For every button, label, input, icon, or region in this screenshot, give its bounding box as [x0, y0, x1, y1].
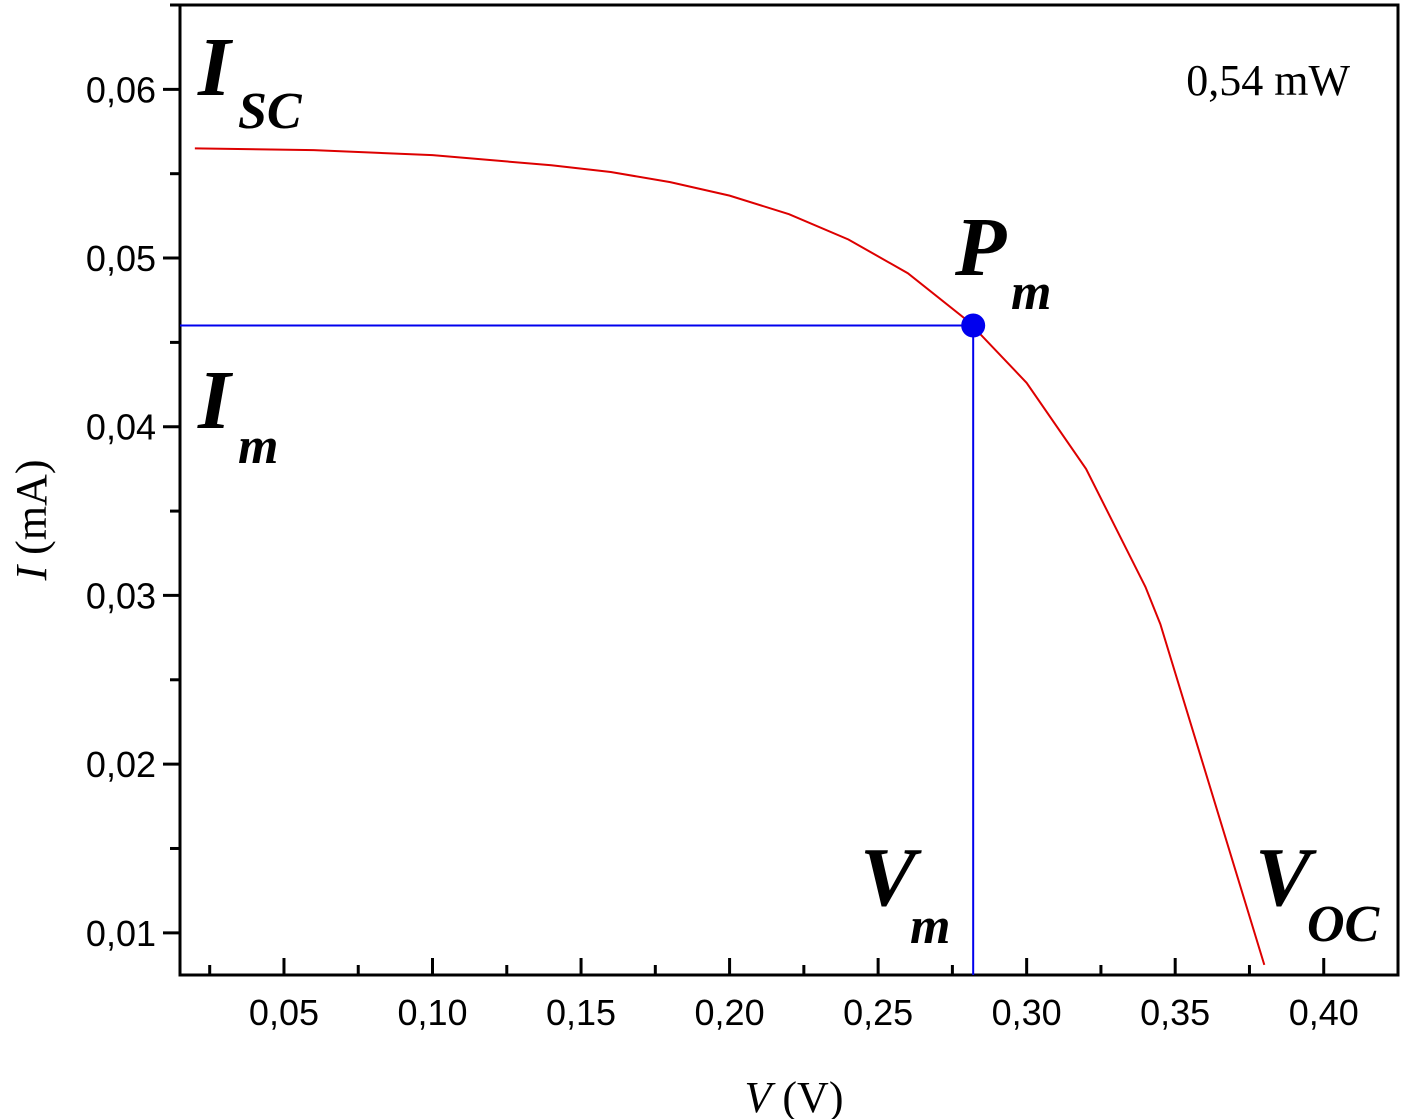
power-label: 0,54 mW — [1186, 56, 1350, 105]
x-tick-label: 0,15 — [546, 992, 616, 1033]
annotation-im-sub: m — [238, 418, 278, 475]
annotation-im: I — [197, 354, 234, 447]
annotation-pm: P — [954, 201, 1007, 294]
annotation-vm: V — [860, 831, 922, 924]
x-axis-unit: (V) — [782, 1073, 843, 1119]
y-axis-symbol: I — [7, 563, 56, 581]
x-tick-label: 0,20 — [695, 992, 765, 1033]
x-tick-label: 0,05 — [249, 992, 319, 1033]
annotation-vm-sub: m — [910, 898, 950, 955]
annotation-voc: V — [1255, 831, 1317, 924]
y-tick-label: 0,04 — [86, 407, 156, 448]
x-tick-label: 0,35 — [1140, 992, 1210, 1033]
y-tick-label: 0,05 — [86, 238, 156, 279]
x-axis-symbol: V — [745, 1073, 777, 1119]
x-tick-label: 0,10 — [397, 992, 467, 1033]
y-axis-unit: (mA) — [7, 460, 56, 555]
max-power-point — [961, 313, 986, 338]
x-tick-label: 0,40 — [1289, 992, 1359, 1033]
y-tick-label: 0,01 — [86, 913, 156, 954]
plot-frame — [178, 3, 1400, 977]
y-tick-label: 0,02 — [86, 744, 156, 785]
annotation-pm-sub: m — [1011, 264, 1051, 321]
y-tick-label: 0,03 — [86, 575, 156, 616]
x-tick-label: 0,30 — [992, 992, 1062, 1033]
annotation-voc-sub: OC — [1307, 896, 1381, 953]
y-tick-label: 0,06 — [86, 69, 156, 110]
annotation-isc: I — [197, 21, 234, 114]
annotation-isc-sub: SC — [238, 83, 303, 140]
iv-curve — [194, 147, 1266, 966]
y-axis-title: I (mA) — [7, 460, 56, 582]
x-axis-title: V (V) — [745, 1073, 844, 1119]
x-tick-label: 0,25 — [843, 992, 913, 1033]
